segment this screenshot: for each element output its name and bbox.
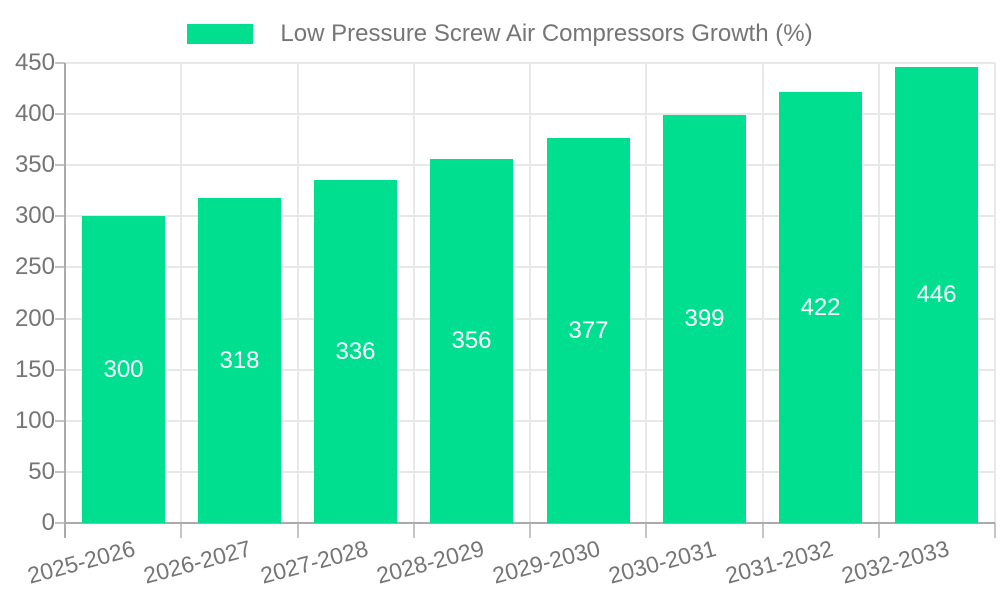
x-tick-label: 2027-2028 bbox=[257, 535, 371, 589]
y-axis-tick bbox=[55, 419, 65, 422]
y-tick-label: 0 bbox=[41, 509, 55, 536]
bar-value-label: 336 bbox=[335, 337, 376, 365]
x-tick-label: 2025-2026 bbox=[24, 535, 138, 589]
y-axis-tick bbox=[55, 470, 65, 473]
y-axis-tick bbox=[55, 368, 65, 371]
y-tick-label: 450 bbox=[14, 49, 55, 76]
bar-value-label: 356 bbox=[451, 327, 492, 354]
v-gridline bbox=[296, 63, 299, 523]
y-axis-line bbox=[64, 63, 66, 538]
y-tick-label: 50 bbox=[28, 457, 55, 485]
y-tick-label: 150 bbox=[14, 355, 55, 383]
x-tick-label: 2028-2029 bbox=[373, 535, 487, 589]
x-tick-label: 2029-2030 bbox=[489, 535, 603, 589]
bar-value-label: 446 bbox=[916, 281, 957, 308]
bar-value-label: 318 bbox=[219, 346, 260, 374]
x-tick-label: 2032-2033 bbox=[838, 535, 952, 589]
y-axis-tick bbox=[55, 522, 65, 524]
v-gridline bbox=[645, 63, 648, 523]
x-axis-tick bbox=[994, 523, 996, 538]
x-axis-tick bbox=[180, 523, 183, 538]
bar-value-label: 377 bbox=[568, 316, 609, 344]
y-tick-label: 350 bbox=[14, 151, 55, 179]
x-tick-label: 2030-2031 bbox=[606, 535, 720, 589]
x-axis-tick bbox=[412, 523, 415, 538]
bar[interactable]: 399 bbox=[663, 115, 746, 523]
y-axis-tick bbox=[55, 317, 65, 320]
x-axis-tick bbox=[645, 523, 648, 538]
x-axis-tick bbox=[761, 523, 764, 538]
legend-swatch bbox=[187, 24, 254, 44]
x-axis-line bbox=[65, 522, 995, 524]
bar[interactable]: 422 bbox=[779, 92, 862, 523]
v-gridline bbox=[877, 63, 880, 523]
y-axis-tick bbox=[55, 113, 65, 116]
x-tick-label: 2026-2027 bbox=[141, 535, 255, 589]
x-axis-tick bbox=[877, 523, 880, 538]
y-tick-label: 100 bbox=[14, 406, 55, 434]
bar[interactable]: 336 bbox=[314, 180, 397, 523]
x-axis-tick bbox=[529, 523, 531, 538]
y-axis-tick bbox=[55, 266, 65, 269]
legend-label: Low Pressure Screw Air Compressors Growt… bbox=[280, 20, 813, 47]
y-tick-label: 400 bbox=[14, 100, 55, 128]
y-axis-tick bbox=[55, 215, 65, 218]
bar[interactable]: 356 bbox=[430, 159, 513, 523]
v-gridline bbox=[761, 63, 764, 523]
bar[interactable]: 318 bbox=[198, 198, 281, 523]
y-tick-label: 250 bbox=[14, 253, 55, 281]
x-axis-tick bbox=[296, 523, 299, 538]
y-axis-tick bbox=[55, 164, 65, 167]
x-tick-label: 2031-2032 bbox=[722, 535, 836, 589]
bar[interactable]: 446 bbox=[895, 67, 978, 523]
y-axis-tick bbox=[55, 62, 65, 64]
bar-value-label: 422 bbox=[800, 293, 841, 321]
bar-value-label: 300 bbox=[103, 355, 144, 383]
y-tick-label: 200 bbox=[14, 304, 55, 332]
bar[interactable]: 300 bbox=[82, 216, 165, 523]
v-gridline bbox=[529, 63, 531, 523]
v-gridline bbox=[180, 63, 183, 523]
v-gridline bbox=[412, 63, 415, 523]
y-tick-label: 300 bbox=[14, 202, 55, 230]
bar[interactable]: 377 bbox=[547, 138, 630, 523]
bar-value-label: 399 bbox=[684, 305, 725, 332]
chart-legend[interactable]: Low Pressure Screw Air Compressors Growt… bbox=[0, 20, 1000, 48]
v-gridline bbox=[994, 63, 996, 523]
